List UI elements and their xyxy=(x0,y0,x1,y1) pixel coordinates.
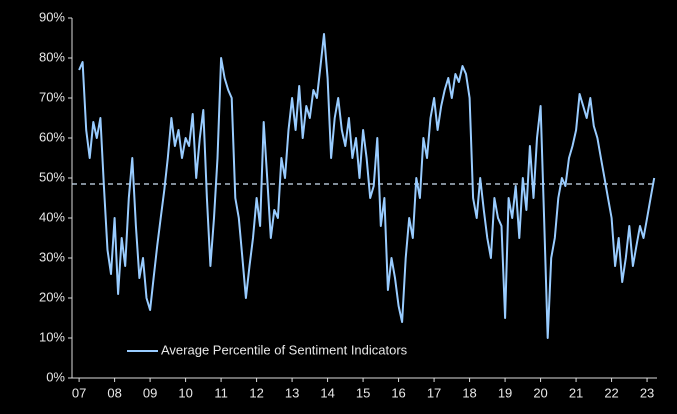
x-tick-label: 20 xyxy=(533,385,547,400)
legend-label: Average Percentile of Sentiment Indicato… xyxy=(161,342,408,357)
x-tick-label: 09 xyxy=(143,385,157,400)
y-tick-label: 40% xyxy=(39,209,65,224)
x-tick-label: 22 xyxy=(604,385,618,400)
y-tick-label: 50% xyxy=(39,169,65,184)
x-tick-label: 15 xyxy=(356,385,370,400)
x-tick-label: 12 xyxy=(249,385,263,400)
x-tick-label: 16 xyxy=(391,385,405,400)
x-tick-label: 17 xyxy=(427,385,441,400)
x-tick-label: 13 xyxy=(285,385,299,400)
series-line xyxy=(78,33,656,339)
x-tick-label: 07 xyxy=(72,385,86,400)
x-tick-label: 21 xyxy=(569,385,583,400)
y-tick-label: 90% xyxy=(39,9,65,24)
x-tick-label: 08 xyxy=(107,385,121,400)
x-tick-label: 14 xyxy=(320,385,334,400)
y-tick-label: 10% xyxy=(39,329,65,344)
x-tick-label: 10 xyxy=(178,385,192,400)
y-tick-label: 30% xyxy=(39,249,65,264)
y-tick-label: 70% xyxy=(39,89,65,104)
x-tick-label: 18 xyxy=(462,385,476,400)
y-tick-label: 60% xyxy=(39,129,65,144)
y-tick-label: 20% xyxy=(39,289,65,304)
x-tick-label: 11 xyxy=(214,385,228,400)
x-tick-label: 19 xyxy=(498,385,512,400)
x-tick-label: 23 xyxy=(640,385,654,400)
y-tick-label: 0% xyxy=(46,369,65,384)
y-tick-label: 80% xyxy=(39,49,65,64)
